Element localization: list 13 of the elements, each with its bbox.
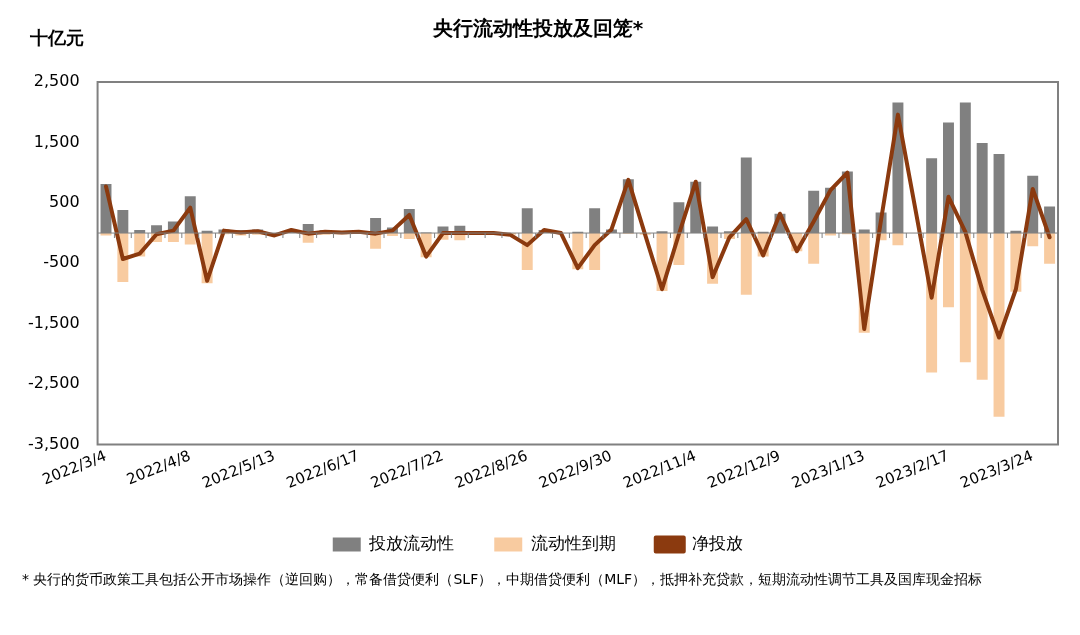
legend-label: 投放流动性 xyxy=(368,532,455,553)
y-tick-label: 500 xyxy=(49,191,80,211)
y-tick-label: 2,500 xyxy=(33,71,80,91)
text: * 央行的货币政策工具包括公开市场操作（逆回购），常备借贷便利（SLF），中期借贷便利（MLF），抵押补充贷款，短期流动性调节工具及国库现金招标 xyxy=(21,570,984,589)
y-tick-label: -3,500 xyxy=(28,433,80,453)
legend-label: 流动性到期 xyxy=(530,532,616,553)
y-tick-label: -1,500 xyxy=(28,312,80,332)
y-tick-label: 1,500 xyxy=(33,131,80,151)
y-axis-title: 十亿元 xyxy=(30,26,84,50)
y-tick-label: -2,500 xyxy=(28,373,80,393)
legend-label: 净投放 xyxy=(692,532,744,553)
y-tick-label: -500 xyxy=(43,252,80,272)
chart-title: 央行流动性投放及回笼* xyxy=(431,16,644,41)
